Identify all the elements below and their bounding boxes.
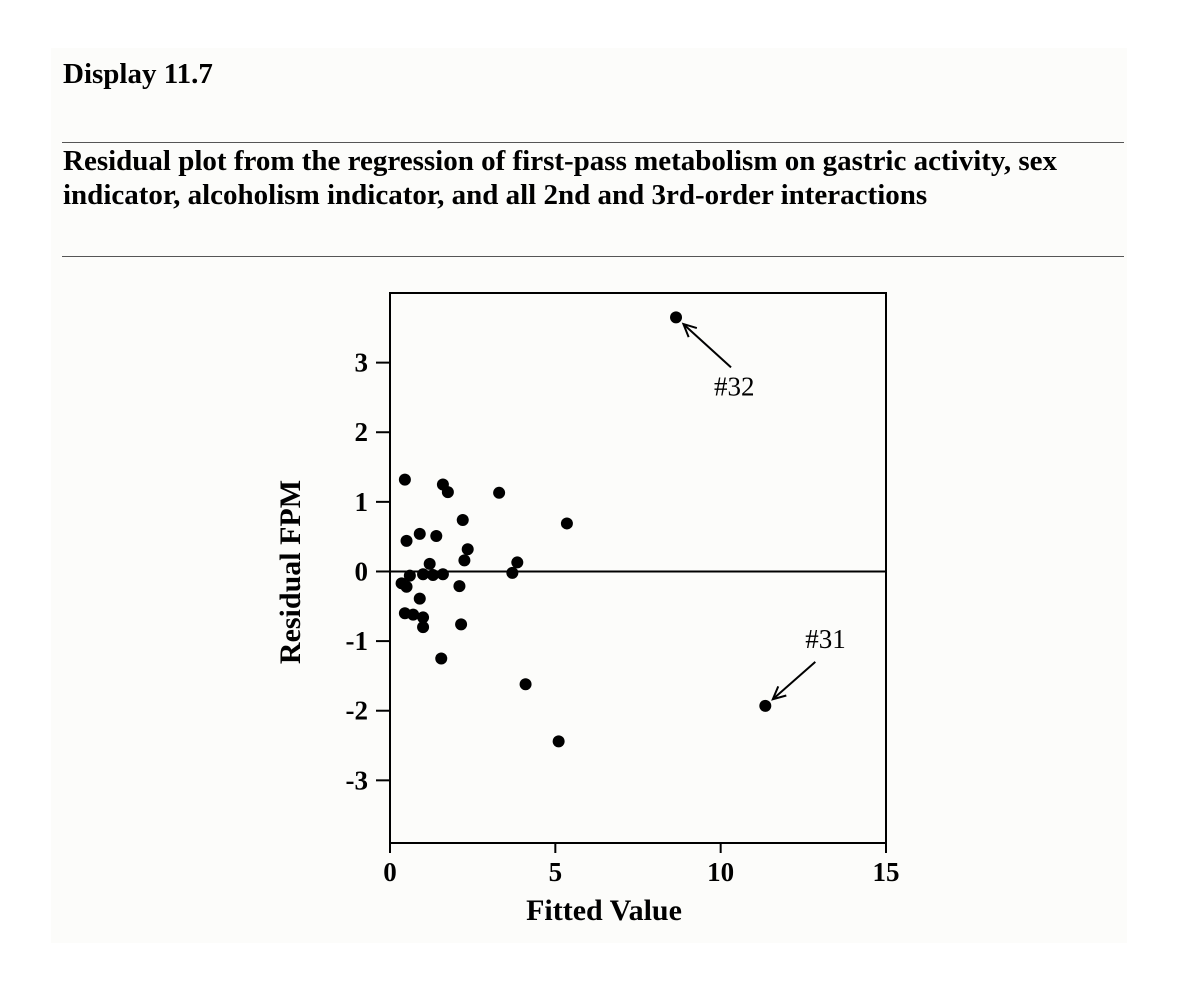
annotation-label: #31 <box>805 624 846 654</box>
y-tick-label: 0 <box>355 556 369 586</box>
x-tick-label: 0 <box>383 857 397 887</box>
data-point <box>441 486 454 499</box>
data-point <box>398 473 411 486</box>
data-point <box>552 735 565 748</box>
x-tick-label: 5 <box>549 857 563 887</box>
data-point <box>519 678 532 691</box>
data-point <box>403 569 416 582</box>
x-axis-title: Fitted Value <box>526 894 682 927</box>
y-tick-label: 3 <box>355 348 369 378</box>
data-point <box>456 513 469 526</box>
annotation-arrowhead <box>771 685 787 701</box>
figure-caption: Residual plot from the regression of fir… <box>63 145 1057 211</box>
caption-top-rule <box>62 142 1124 143</box>
figure-panel <box>51 48 1127 943</box>
data-point <box>670 311 683 324</box>
data-point <box>407 608 420 621</box>
x-tick-label: 10 <box>707 857 734 887</box>
data-point <box>461 543 474 556</box>
data-point <box>458 554 471 567</box>
y-tick-label: -1 <box>346 626 369 656</box>
data-point <box>413 592 426 605</box>
data-point <box>560 517 573 530</box>
data-point <box>430 529 443 542</box>
annotation-arrowhead <box>681 322 698 338</box>
data-point <box>435 652 448 665</box>
data-point <box>426 568 439 581</box>
annotation-arrow <box>682 323 732 369</box>
data-point <box>423 557 436 570</box>
data-point <box>759 699 772 712</box>
x-tick-label: 15 <box>873 857 900 887</box>
data-point <box>511 556 524 569</box>
y-tick-label: -2 <box>346 696 369 726</box>
y-tick-label: 1 <box>355 487 369 517</box>
data-point <box>400 580 413 593</box>
data-point <box>455 618 468 631</box>
data-point <box>413 527 426 540</box>
data-point <box>493 486 506 499</box>
caption-bottom-rule <box>62 256 1124 257</box>
data-point <box>417 568 430 581</box>
data-point <box>417 621 430 634</box>
annotation-arrow <box>772 661 816 700</box>
annotation-label: #32 <box>714 371 755 401</box>
data-point <box>506 566 519 579</box>
y-axis-title: Residual FPM <box>274 480 307 664</box>
data-point <box>436 568 449 581</box>
data-point <box>453 580 466 593</box>
y-tick-label: -3 <box>346 765 369 795</box>
data-point <box>400 534 413 547</box>
data-point <box>417 611 430 624</box>
y-tick-label: 2 <box>355 417 369 447</box>
display-label: Display 11.7 <box>63 58 213 90</box>
plot-frame <box>389 292 887 844</box>
